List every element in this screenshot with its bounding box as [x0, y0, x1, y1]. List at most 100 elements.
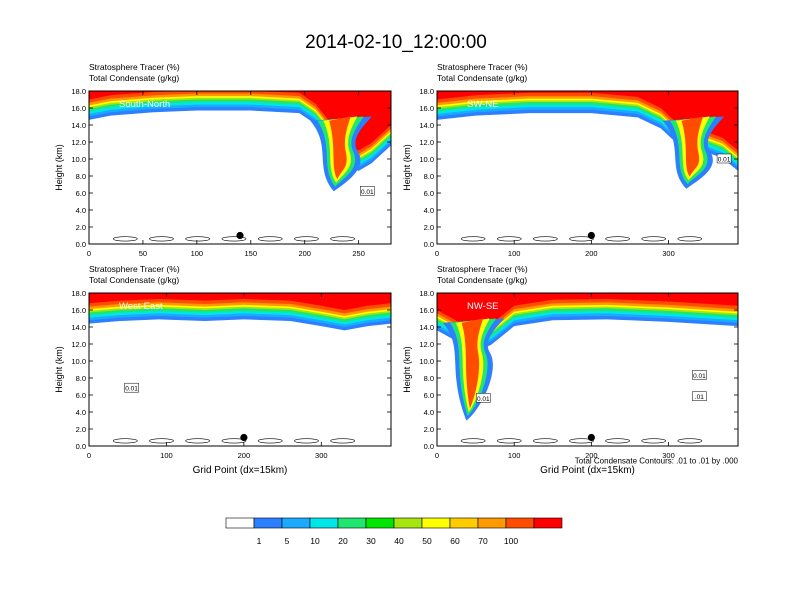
y-tick-label: 0.0 [424, 240, 434, 249]
condensate-contour [641, 438, 667, 444]
panel-nw-se: Stratosphere Tracer (%)Total Condensate … [402, 264, 739, 476]
y-axis-label: Height (km) [54, 346, 64, 393]
x-tick-label: 200 [238, 451, 251, 460]
y-tick-label: 10.0 [71, 155, 86, 164]
condensate-contour [112, 236, 138, 242]
condensate-contour [257, 438, 283, 444]
condensate-contour [677, 236, 703, 242]
y-tick-label: 16.0 [419, 306, 434, 315]
x-tick-label: 100 [508, 451, 521, 460]
plot-frame [436, 292, 739, 447]
plot-area [89, 293, 391, 446]
condensate-contour [677, 438, 703, 444]
y-tick-label: 4.0 [424, 206, 434, 215]
panel-header-line: Total Condensate (g/kg) [89, 73, 179, 83]
colorbar-swatch [505, 517, 535, 529]
y-tick-label: 0.0 [76, 240, 86, 249]
y-tick-label: 16.0 [419, 104, 434, 113]
y-tick-label: 8.0 [76, 374, 86, 383]
y-tick-label: 12.0 [71, 340, 86, 349]
colorbar-label: 5 [285, 536, 290, 546]
plot-frame [88, 90, 392, 245]
panel-header-line: Total Condensate (g/kg) [89, 275, 179, 285]
y-tick-label: 0.0 [76, 442, 86, 451]
x-tick-label: 200 [298, 249, 311, 258]
condensate-contour [460, 438, 486, 444]
tracer-band [437, 91, 738, 151]
colorbar-swatch [365, 517, 395, 529]
colorbar-swatch [449, 517, 479, 529]
contour-label: 0.01 [125, 386, 138, 393]
tracer-intrusion [681, 116, 704, 177]
condensate-contour [257, 236, 283, 242]
colorbar: 1 5 10 20 30 40 50 60 70 100 [225, 517, 563, 546]
colorbar-label: 50 [422, 536, 432, 546]
footnote: Total Condensate Contours: .01 to .01 by… [575, 457, 739, 466]
colorbar-swatch [421, 517, 451, 529]
panel-header-line: Stratosphere Tracer (%) [437, 62, 528, 72]
colorbar-label: 60 [450, 536, 460, 546]
x-tick-label: 300 [315, 451, 328, 460]
y-tick-label: 12.0 [419, 138, 434, 147]
figure-title: 2014-02-10_12:00:00 [305, 32, 487, 53]
colorbar-swatch [477, 517, 507, 529]
y-tick-label: 12.0 [419, 340, 434, 349]
y-tick-label: 6.0 [76, 189, 86, 198]
x-tick-label: 0 [435, 249, 439, 258]
location-marker [587, 433, 595, 442]
colorbar-swatch [253, 517, 283, 529]
y-tick-label: 6.0 [76, 391, 86, 400]
condensate-contour [496, 236, 522, 242]
y-tick-label: 18.0 [419, 289, 434, 298]
contour-label: .01 [695, 394, 704, 401]
colorbar-label: 70 [478, 536, 488, 546]
y-tick-label: 12.0 [71, 138, 86, 147]
plot-area [89, 91, 391, 244]
tracer-band [89, 91, 391, 154]
condensate-contour [496, 438, 522, 444]
condensate-contour [641, 236, 667, 242]
condensate-contour [185, 236, 211, 242]
condensate-contour [533, 438, 558, 444]
contour-label-box [476, 393, 491, 403]
x-tick-label: 250 [352, 249, 365, 258]
tracer-band [437, 293, 738, 332]
condensate-contour [149, 438, 174, 444]
y-tick-label: 10.0 [71, 357, 86, 366]
y-tick-label: 16.0 [71, 306, 86, 315]
tracer-band [89, 293, 391, 310]
y-tick-label: 8.0 [424, 374, 434, 383]
y-tick-label: 4.0 [76, 408, 86, 417]
condensate-contour [330, 438, 356, 444]
x-tick-label: 300 [662, 451, 675, 460]
contour-label: 0.01 [361, 189, 374, 196]
plot-area [437, 91, 738, 244]
plot-frame [88, 292, 392, 447]
y-axis-label: Height (km) [402, 144, 412, 191]
condensate-contour [294, 438, 319, 444]
colorbar-label: 100 [504, 536, 518, 546]
y-tick-label: 10.0 [419, 357, 434, 366]
condensate-contour [569, 236, 594, 242]
contour-label: 0.01 [718, 157, 731, 164]
condensate-contour [330, 236, 356, 242]
condensate-contour [185, 438, 211, 444]
colorbar-swatch [309, 517, 339, 529]
colorbar-swatch [337, 517, 367, 529]
colorbar-label: 10 [310, 536, 320, 546]
location-marker [236, 231, 244, 240]
x-tick-label: 50 [139, 249, 147, 258]
x-tick-label: 300 [662, 249, 675, 258]
panel-header-line: Total Condensate (g/kg) [437, 73, 527, 83]
x-tick-label: 200 [585, 249, 598, 258]
contour-label-box [360, 186, 375, 196]
location-marker [240, 433, 248, 442]
x-tick-label: 0 [87, 451, 91, 460]
colorbar-label: 40 [394, 536, 404, 546]
condensate-contour [294, 236, 319, 242]
x-tick-label: 0 [435, 451, 439, 460]
panel-header-line: Stratosphere Tracer (%) [89, 62, 180, 72]
y-tick-label: 18.0 [419, 87, 434, 96]
x-axis-label: Grid Point (dx=15km) [193, 465, 288, 476]
